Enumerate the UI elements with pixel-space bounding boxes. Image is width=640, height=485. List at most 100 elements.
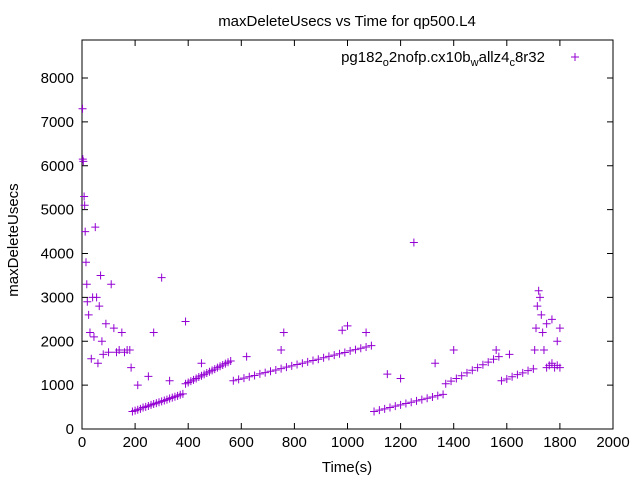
data-point <box>513 370 522 379</box>
data-point <box>303 357 312 366</box>
data-point <box>271 365 280 374</box>
data-point <box>346 346 355 355</box>
data-point <box>396 400 405 409</box>
data-point <box>229 376 238 385</box>
data-point <box>287 361 296 370</box>
data-point <box>107 280 116 289</box>
data-point <box>542 319 551 328</box>
x-tick-label: 1600 <box>490 434 523 451</box>
chart-title: maxDeleteUsecs vs Time for qp500.L4 <box>218 13 476 30</box>
data-point <box>80 192 89 201</box>
data-point <box>79 157 88 166</box>
data-point <box>530 346 539 355</box>
data-point <box>293 360 302 369</box>
data-point <box>277 346 286 355</box>
data-point <box>391 402 400 411</box>
data-point <box>478 360 487 369</box>
data-point <box>330 351 339 360</box>
data-point <box>314 355 323 364</box>
x-tick-label: 1400 <box>437 434 470 451</box>
data-point <box>473 363 482 372</box>
y-tick-label: 5000 <box>41 202 74 219</box>
data-point <box>428 392 437 401</box>
data-point <box>178 389 187 398</box>
data-point <box>532 324 541 333</box>
data-point <box>109 324 118 333</box>
data-point <box>157 273 166 282</box>
data-point <box>127 363 136 372</box>
data-point <box>144 372 153 381</box>
data-point <box>489 355 498 364</box>
data-point <box>441 379 450 388</box>
x-tick-label: 1000 <box>331 434 364 451</box>
data-point <box>518 368 527 377</box>
data-point <box>255 369 264 378</box>
data-point <box>553 337 562 346</box>
data-point <box>539 346 548 355</box>
data-point <box>97 337 106 346</box>
data-point <box>383 370 392 379</box>
data-point <box>407 398 416 407</box>
x-tick-label: 1200 <box>384 434 417 451</box>
y-tick-label: 3000 <box>41 289 74 306</box>
data-point <box>468 366 477 375</box>
data-point <box>181 317 190 326</box>
data-point <box>370 407 379 416</box>
data-point <box>239 374 248 383</box>
data-point <box>279 328 288 337</box>
data-point <box>457 371 466 380</box>
x-tick-label: 600 <box>229 434 254 451</box>
legend-label: pg182o2nofp.cx10bwallz4c8r32 <box>341 49 545 69</box>
data-point <box>197 359 206 368</box>
data-point <box>537 310 546 319</box>
legend-plus-marker <box>571 53 579 61</box>
data-point <box>547 315 556 324</box>
data-point <box>555 363 564 372</box>
data-point <box>439 390 448 399</box>
y-tick-label: 0 <box>66 421 74 438</box>
data-point <box>385 403 394 412</box>
legend-marker <box>571 53 579 61</box>
data-point <box>115 346 124 355</box>
data-point <box>85 328 94 337</box>
data-point <box>245 372 254 381</box>
data-point <box>534 286 543 295</box>
data-point <box>250 371 259 380</box>
data-point <box>282 363 291 372</box>
x-tick-label: 0 <box>78 434 86 451</box>
data-point <box>81 258 90 267</box>
data-point <box>93 359 102 368</box>
data-point <box>338 326 347 335</box>
data-point <box>362 328 371 337</box>
data-point <box>242 352 251 361</box>
data-point <box>433 391 442 400</box>
x-tick-label: 800 <box>282 434 307 451</box>
data-point <box>538 328 547 337</box>
data-point <box>380 404 389 413</box>
data-point <box>351 345 360 354</box>
data-point <box>447 377 456 386</box>
data-point <box>505 350 514 359</box>
data-point <box>298 359 307 368</box>
data-point <box>324 352 333 361</box>
y-tick-label: 7000 <box>41 114 74 131</box>
data-point <box>343 321 352 330</box>
data-point <box>95 302 104 311</box>
data-point <box>87 354 96 363</box>
data-point <box>494 352 503 361</box>
y-tick-label: 6000 <box>41 158 74 175</box>
data-point <box>340 348 349 357</box>
data-point <box>84 310 93 319</box>
data-point <box>99 350 108 359</box>
y-tick-label: 4000 <box>41 246 74 263</box>
y-tick-label: 8000 <box>41 70 74 87</box>
data-point <box>83 297 92 306</box>
data-point <box>234 375 243 384</box>
data-point <box>117 328 126 337</box>
y-tick-label: 1000 <box>41 377 74 394</box>
data-point <box>492 346 501 355</box>
data-point <box>412 396 421 405</box>
data-point <box>533 302 542 311</box>
data-point <box>266 367 275 376</box>
